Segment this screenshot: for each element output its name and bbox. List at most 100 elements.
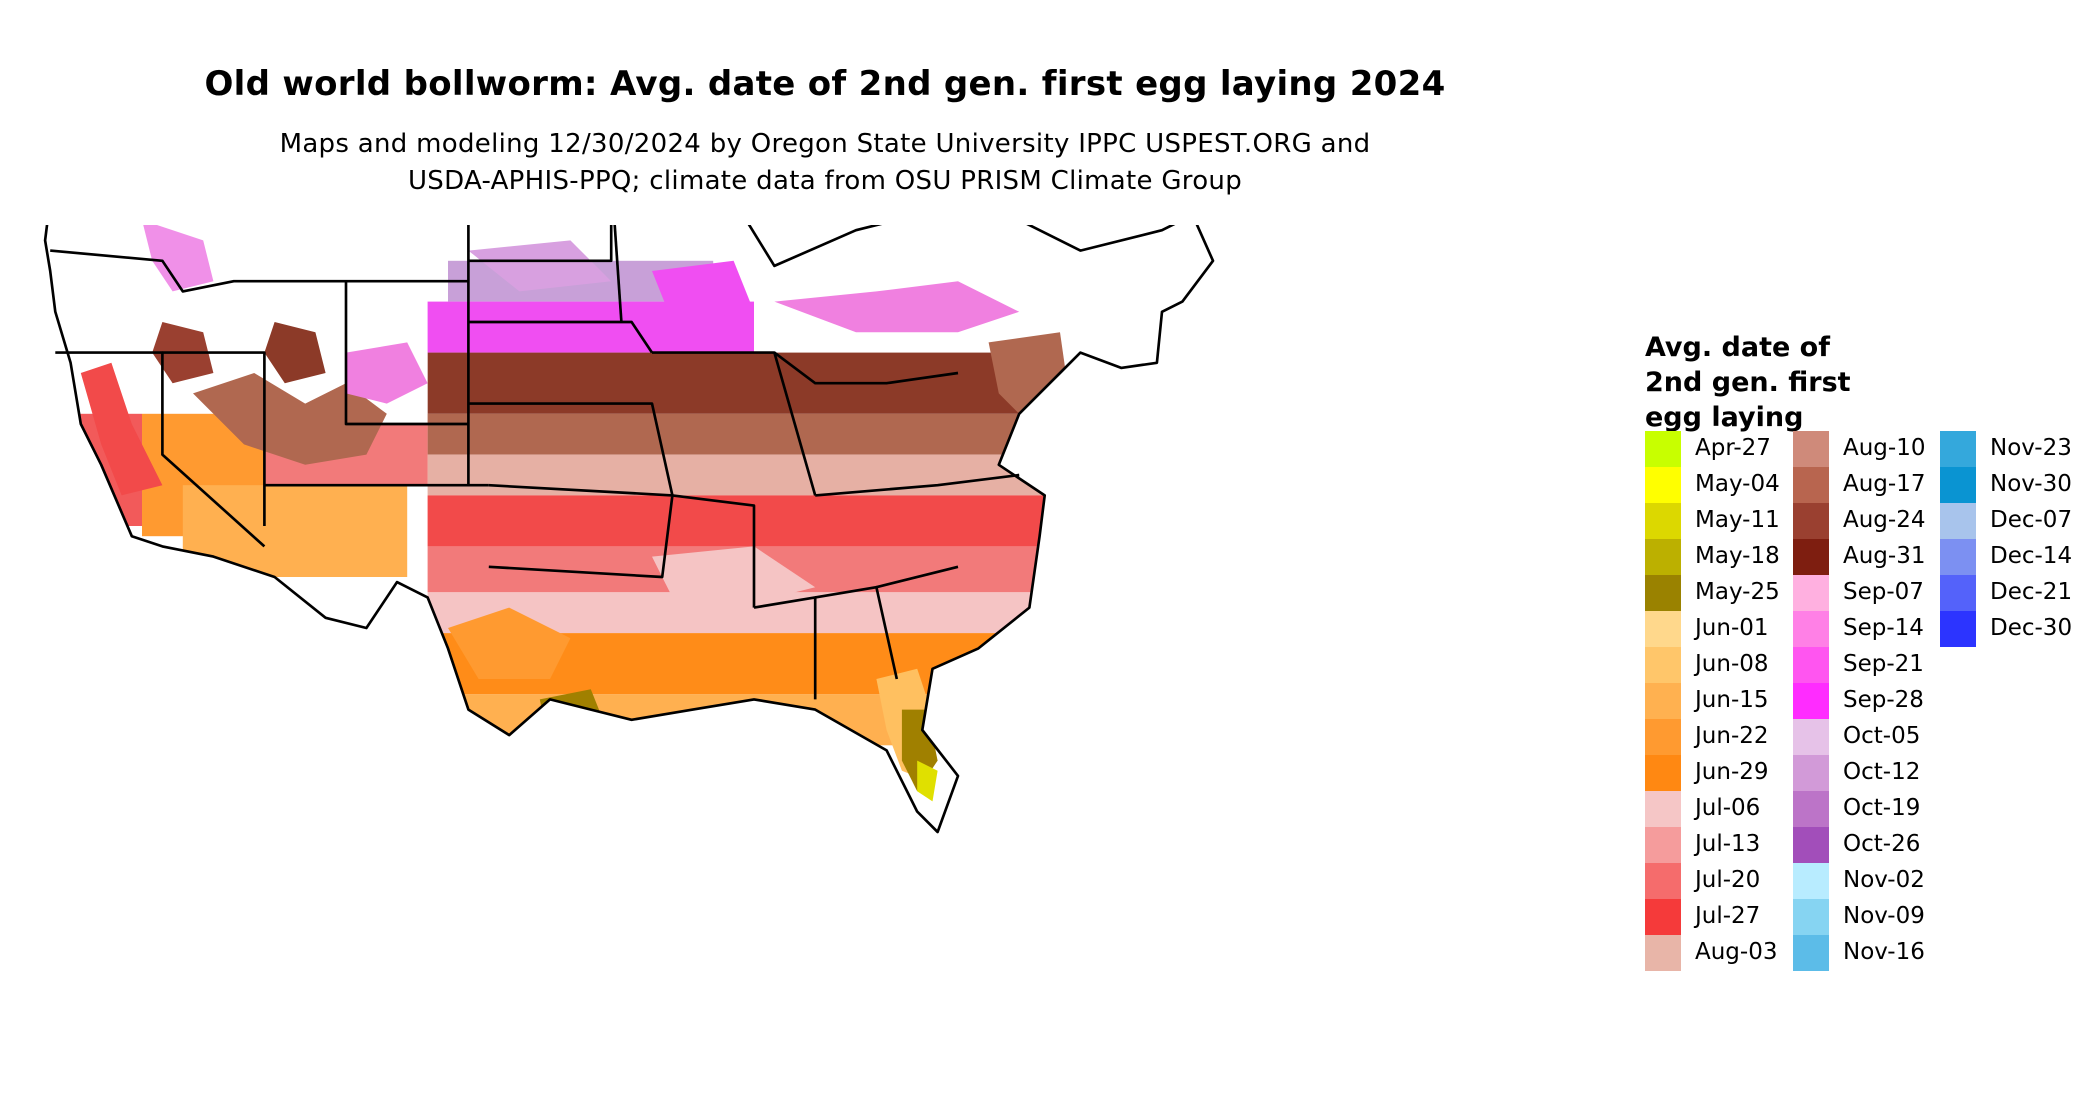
legend-swatch: [1645, 431, 1681, 467]
legend-label: May-11: [1695, 507, 1780, 533]
legend-swatch: [1793, 863, 1829, 899]
legend-swatch: [1793, 683, 1829, 719]
legend-swatch: [1645, 467, 1681, 503]
legend-label: Dec-14: [1990, 543, 2073, 569]
legend-label: Sep-14: [1843, 615, 1924, 641]
legend-item: May-11: [1645, 503, 1793, 539]
legend-swatch: [1793, 647, 1829, 683]
legend-label: Nov-02: [1843, 867, 1925, 893]
legend-item: Jul-13: [1645, 827, 1793, 863]
legend-item: Sep-14: [1793, 611, 1941, 647]
legend-item: Apr-27: [1645, 431, 1793, 467]
legend-item: Sep-07: [1793, 575, 1941, 611]
legend-item: Aug-24: [1793, 503, 1941, 539]
legend-item: Nov-09: [1793, 899, 1941, 935]
legend-item: Nov-23: [1940, 431, 2088, 467]
legend-label: Nov-23: [1990, 435, 2072, 461]
legend-item: Aug-03: [1645, 935, 1793, 971]
legend-swatch: [1645, 935, 1681, 971]
legend-label: Jul-27: [1695, 903, 1761, 929]
legend-item: May-25: [1645, 575, 1793, 611]
legend-title: Avg. date of 2nd gen. first egg laying: [1645, 330, 1905, 435]
legend-label: Aug-17: [1843, 471, 1926, 497]
legend-swatch: [1645, 791, 1681, 827]
legend-swatch: [1645, 863, 1681, 899]
legend-swatch: [1645, 611, 1681, 647]
legend-label: May-18: [1695, 543, 1780, 569]
legend-swatch: [1793, 431, 1829, 467]
legend-label: Aug-10: [1843, 435, 1926, 461]
legend-swatch: [1645, 539, 1681, 575]
legend-swatch: [1793, 503, 1829, 539]
legend-swatch: [1940, 575, 1976, 611]
legend-item: Aug-17: [1793, 467, 1941, 503]
subtitle-line-1: Maps and modeling 12/30/2024 by Oregon S…: [279, 129, 1371, 159]
legend-item: Sep-28: [1793, 683, 1941, 719]
legend-item: Jul-20: [1645, 863, 1793, 899]
legend-swatch: [1645, 755, 1681, 791]
map-subtitle: Maps and modeling 12/30/2024 by Oregon S…: [0, 126, 1650, 200]
legend-label: Jun-08: [1695, 651, 1769, 677]
legend-swatch: [1645, 647, 1681, 683]
legend-swatch: [1645, 683, 1681, 719]
legend-label: Jul-20: [1695, 867, 1761, 893]
legend-item: Oct-05: [1793, 719, 1941, 755]
legend-label: Aug-31: [1843, 543, 1926, 569]
legend-swatch: [1793, 827, 1829, 863]
legend-label: Jul-06: [1695, 795, 1761, 821]
legend-swatch: [1793, 935, 1829, 971]
legend-title-line-2: 2nd gen. first: [1645, 367, 1851, 398]
legend-label: Jul-13: [1695, 831, 1761, 857]
legend-item: Jul-27: [1645, 899, 1793, 935]
legend-label: Jun-22: [1695, 723, 1769, 749]
legend-swatch: [1645, 575, 1681, 611]
legend-item: Dec-07: [1940, 503, 2088, 539]
legend-item: Nov-30: [1940, 467, 2088, 503]
legend-item: Oct-26: [1793, 827, 1941, 863]
legend-swatch: [1940, 539, 1976, 575]
legend-label: Dec-21: [1990, 579, 2073, 605]
legend-label: Apr-27: [1695, 435, 1771, 461]
legend-swatch: [1793, 539, 1829, 575]
legend-title-line-1: Avg. date of: [1645, 332, 1830, 363]
legend-item: Dec-21: [1940, 575, 2088, 611]
legend-label: May-25: [1695, 579, 1780, 605]
legend-label: Oct-12: [1843, 759, 1921, 785]
legend-swatch: [1793, 467, 1829, 503]
legend-swatch: [1645, 827, 1681, 863]
legend-label: Sep-28: [1843, 687, 1924, 713]
legend-label: Jun-01: [1695, 615, 1769, 641]
legend-label: Jun-15: [1695, 687, 1769, 713]
legend-label: Aug-03: [1695, 939, 1778, 965]
legend-label: Sep-07: [1843, 579, 1924, 605]
legend-label: Dec-30: [1990, 615, 2073, 641]
legend-item: Dec-14: [1940, 539, 2088, 575]
legend-swatch: [1793, 791, 1829, 827]
legend-label: Oct-26: [1843, 831, 1921, 857]
legend-item: Jun-29: [1645, 755, 1793, 791]
legend-item: Oct-19: [1793, 791, 1941, 827]
legend-item: Jun-08: [1645, 647, 1793, 683]
legend-title-line-3: egg laying: [1645, 402, 1804, 433]
legend-item: Dec-30: [1940, 611, 2088, 647]
legend-swatch: [1793, 719, 1829, 755]
legend-label: Nov-30: [1990, 471, 2072, 497]
legend-item: Aug-10: [1793, 431, 1941, 467]
legend-swatch: [1940, 431, 1976, 467]
legend-item: Nov-16: [1793, 935, 1941, 971]
legend-swatch: [1793, 575, 1829, 611]
subtitle-line-2: USDA-APHIS-PPQ; climate data from OSU PR…: [407, 166, 1243, 196]
legend-label: Aug-24: [1843, 507, 1926, 533]
map-title: Old world bollworm: Avg. date of 2nd gen…: [204, 64, 1446, 104]
legend-label: Oct-05: [1843, 723, 1921, 749]
legend-swatch: [1645, 899, 1681, 935]
legend-label: May-04: [1695, 471, 1780, 497]
legend-item: Aug-31: [1793, 539, 1941, 575]
legend-swatch: [1940, 611, 1976, 647]
legend-item: May-18: [1645, 539, 1793, 575]
legend-swatch: [1793, 611, 1829, 647]
legend-item: Jun-22: [1645, 719, 1793, 755]
legend-item: Nov-02: [1793, 863, 1941, 899]
legend-swatch: [1793, 899, 1829, 935]
legend-label: Oct-19: [1843, 795, 1921, 821]
